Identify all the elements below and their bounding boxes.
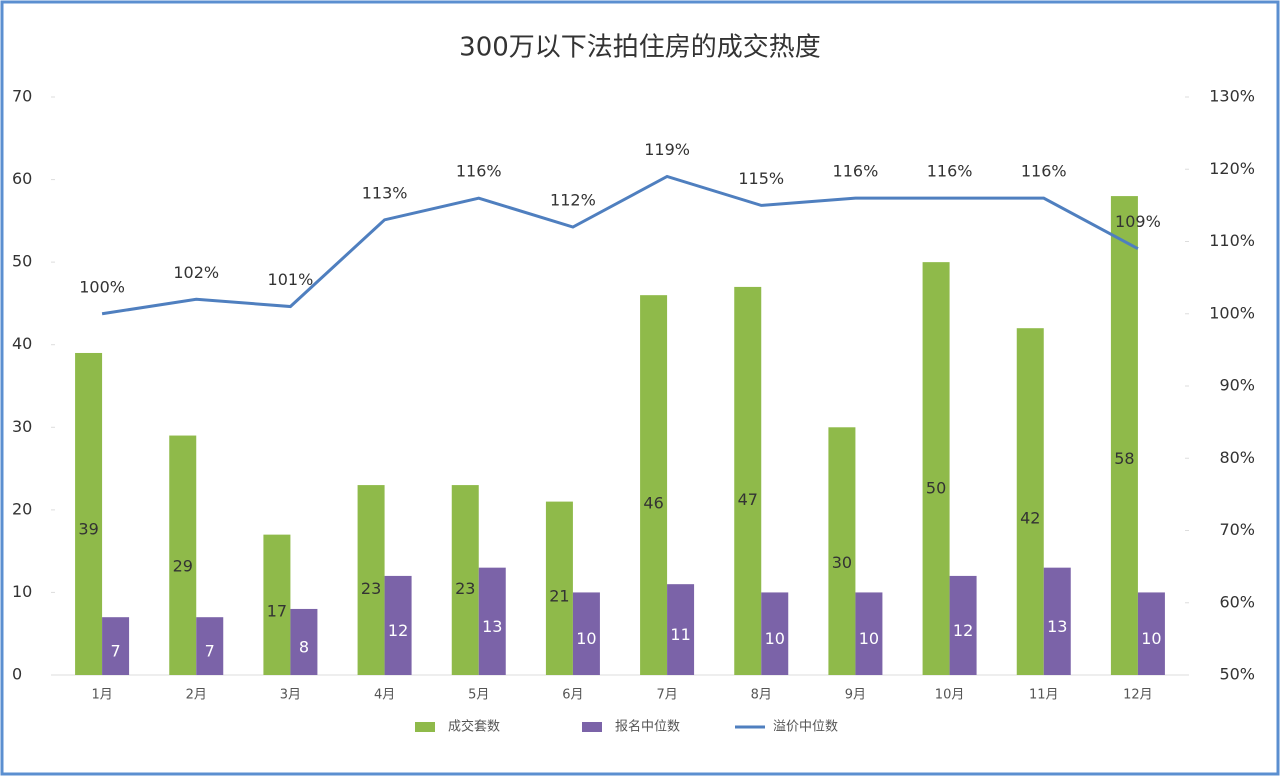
legend-label: 报名中位数 bbox=[615, 719, 680, 735]
line-label: 101% bbox=[268, 270, 314, 289]
line bbox=[101, 174, 1139, 316]
bar-label: 10 bbox=[859, 629, 879, 648]
y-tick-label: 50 bbox=[12, 252, 32, 271]
bar bbox=[828, 427, 856, 675]
x-tick-label: 2月 bbox=[186, 688, 207, 703]
bar-label: 23 bbox=[361, 579, 381, 598]
line-label: 112% bbox=[550, 191, 596, 210]
line-label: 116% bbox=[1021, 162, 1067, 181]
line-label: 116% bbox=[927, 162, 973, 181]
x-tick-label: 12月 bbox=[1123, 688, 1153, 703]
bar-label: 47 bbox=[738, 490, 758, 509]
y-tick-label: 40 bbox=[12, 334, 32, 353]
y2-tick-label: 60% bbox=[1219, 592, 1255, 611]
bar-label: 23 bbox=[455, 579, 475, 598]
bar bbox=[545, 501, 573, 675]
bar bbox=[1137, 592, 1165, 675]
bar bbox=[1043, 567, 1071, 675]
legend-label: 溢价中位数 bbox=[773, 720, 838, 735]
bar-label: 7 bbox=[110, 642, 120, 661]
y2-tick-label: 120% bbox=[1209, 159, 1255, 178]
legend-swatch bbox=[582, 722, 602, 732]
bar-label: 58 bbox=[1114, 449, 1134, 468]
bar bbox=[102, 617, 130, 675]
line-label: 119% bbox=[644, 140, 690, 159]
y2-tick-label: 70% bbox=[1219, 520, 1255, 539]
bar-label: 12 bbox=[953, 621, 973, 640]
bar-label: 11 bbox=[670, 625, 690, 644]
bar bbox=[384, 575, 412, 675]
bar bbox=[169, 435, 197, 675]
bar-label: 7 bbox=[205, 642, 215, 661]
bar-label: 29 bbox=[173, 557, 193, 576]
bar-label: 39 bbox=[78, 520, 98, 539]
y2-tick-label: 50% bbox=[1219, 665, 1255, 684]
y2-tick-label: 90% bbox=[1219, 376, 1255, 395]
x-tick-label: 10月 bbox=[935, 688, 965, 703]
bar-label: 17 bbox=[267, 601, 287, 620]
bar-label: 30 bbox=[832, 553, 852, 572]
bar bbox=[667, 584, 695, 675]
y-tick-label: 10 bbox=[12, 582, 32, 601]
bar bbox=[855, 592, 883, 675]
line-label: 116% bbox=[833, 162, 879, 181]
bar-label: 10 bbox=[765, 629, 785, 648]
line-label: 115% bbox=[738, 169, 784, 188]
bar bbox=[1016, 328, 1044, 675]
bar bbox=[922, 262, 950, 675]
bar bbox=[734, 286, 762, 675]
bar bbox=[196, 617, 224, 675]
x-tick-label: 4月 bbox=[374, 688, 395, 703]
y-tick-label: 60 bbox=[12, 169, 32, 188]
chart-title: 300万以下法拍住房的成交热度 bbox=[459, 33, 821, 63]
y-tick-label: 30 bbox=[12, 417, 32, 436]
y-tick-label: 20 bbox=[12, 499, 32, 518]
bar bbox=[761, 592, 789, 675]
bar-label: 10 bbox=[576, 629, 596, 648]
y-tick-label: 0 bbox=[12, 665, 22, 684]
line-label: 109% bbox=[1115, 212, 1161, 231]
x-tick-label: 3月 bbox=[280, 688, 301, 703]
line-label: 116% bbox=[456, 162, 502, 181]
x-tick-label: 5月 bbox=[468, 688, 489, 703]
bar bbox=[290, 608, 318, 675]
y2-tick-label: 100% bbox=[1209, 303, 1255, 322]
legend-swatch bbox=[415, 722, 435, 732]
x-tick-label: 9月 bbox=[845, 688, 866, 703]
bar-label: 42 bbox=[1020, 508, 1040, 527]
x-tick-label: 6月 bbox=[562, 688, 583, 703]
legend-label: 成交套数 bbox=[448, 719, 500, 735]
bar-label: 13 bbox=[1047, 617, 1067, 636]
line-label: 102% bbox=[173, 263, 219, 282]
bar bbox=[478, 567, 506, 675]
bar bbox=[263, 534, 291, 675]
bar-label: 12 bbox=[388, 621, 408, 640]
x-tick-label: 8月 bbox=[751, 688, 772, 703]
line-label: 113% bbox=[362, 183, 408, 202]
bar-label: 8 bbox=[299, 637, 309, 656]
bar bbox=[75, 352, 103, 675]
y-tick-label: 70 bbox=[12, 87, 32, 106]
line-label: 100% bbox=[79, 277, 125, 296]
y2-tick-label: 110% bbox=[1209, 231, 1255, 250]
bar-label: 21 bbox=[549, 586, 569, 605]
y2-tick-label: 130% bbox=[1209, 87, 1255, 106]
bar-label: 50 bbox=[926, 479, 946, 498]
x-tick-label: 1月 bbox=[91, 688, 112, 703]
bar bbox=[572, 592, 600, 675]
bar bbox=[1110, 196, 1138, 676]
x-tick-label: 11月 bbox=[1029, 688, 1059, 703]
bar-label: 10 bbox=[1141, 629, 1161, 648]
y2-tick-label: 80% bbox=[1219, 448, 1255, 467]
bar bbox=[357, 485, 385, 675]
bar bbox=[640, 295, 668, 675]
bar bbox=[451, 485, 479, 675]
bar-label: 46 bbox=[643, 494, 663, 513]
bar-label: 13 bbox=[482, 617, 502, 636]
x-tick-label: 7月 bbox=[656, 688, 677, 703]
bar bbox=[949, 575, 977, 675]
